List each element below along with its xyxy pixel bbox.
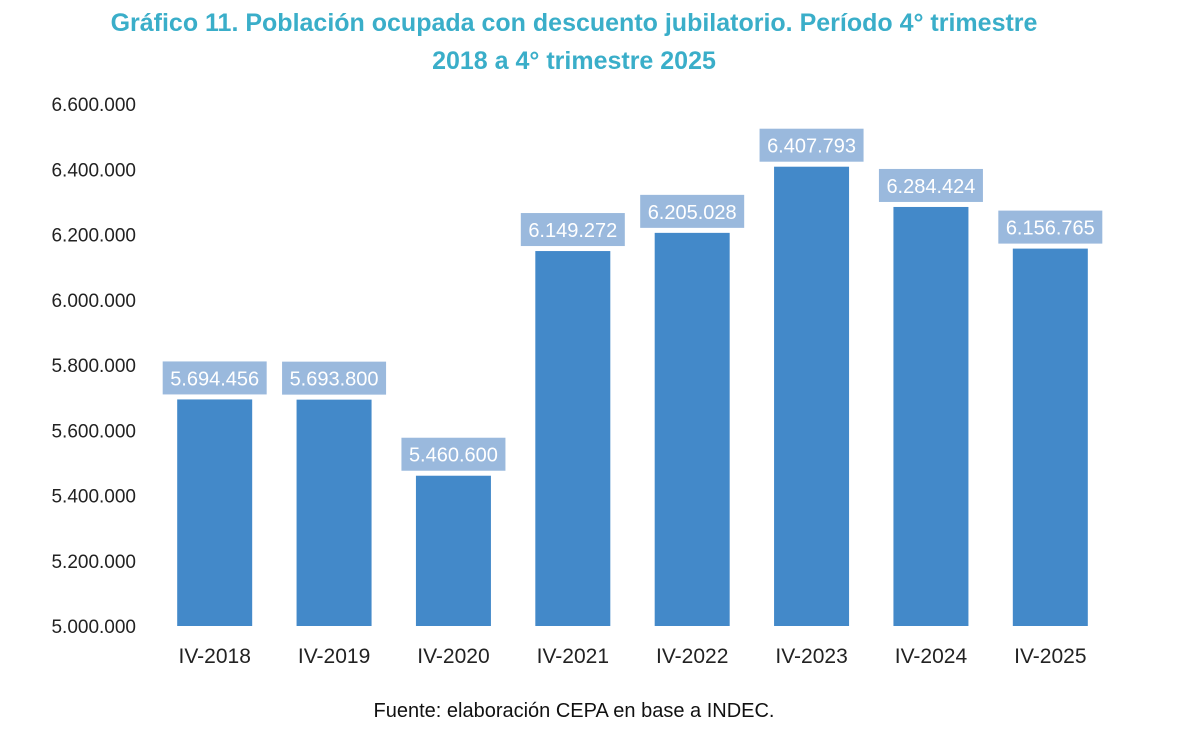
data-label-box xyxy=(401,437,506,471)
data-label-box xyxy=(162,361,267,395)
y-tick-label: 5.800.000 xyxy=(51,356,136,377)
data-label-text: 6.149.272 xyxy=(528,220,617,242)
x-tick-label: IV-2023 xyxy=(775,645,847,668)
data-label-text: 6.156.765 xyxy=(1006,218,1095,240)
x-tick-label: IV-2019 xyxy=(298,645,370,668)
data-label-text: 6.284.424 xyxy=(886,176,975,198)
y-tick-label: 5.200.000 xyxy=(51,552,136,573)
x-tick-label: IV-2022 xyxy=(656,645,728,668)
y-axis: 5.000.000 5.200.000 5.400.000 5.600.000 5.80… xyxy=(51,95,136,638)
bar-iv-2025 xyxy=(1012,248,1088,627)
bar-iv-2020 xyxy=(415,475,491,626)
y-tick-label: 5.000.000 xyxy=(51,617,136,638)
bar-iv-2021 xyxy=(535,251,611,627)
data-label-box xyxy=(998,210,1103,244)
bar-iv-2023 xyxy=(774,166,850,627)
data-label-text: 5.693.800 xyxy=(290,369,379,391)
y-tick-label: 5.600.000 xyxy=(51,421,136,442)
x-tick-label: IV-2024 xyxy=(895,645,968,668)
y-tick-label: 6.400.000 xyxy=(51,160,136,181)
x-tick-label: IV-2025 xyxy=(1014,645,1086,668)
bar-iv-2022 xyxy=(654,232,730,626)
x-tick-label: IV-2018 xyxy=(178,645,250,668)
bar-iv-2018 xyxy=(177,399,253,626)
data-label-iv-2022: 6.205.028 xyxy=(640,194,745,228)
data-label-box xyxy=(640,194,745,228)
bar-iv-2019 xyxy=(296,399,372,626)
chart-title-line-2: 2018 a 4° trimestre 2025 xyxy=(432,47,716,75)
data-label-iv-2019: 5.693.800 xyxy=(282,361,387,395)
y-tick-label: 6.600.000 xyxy=(51,95,136,116)
data-label-iv-2018: 5.694.456 xyxy=(162,361,267,395)
data-label-text: 5.460.600 xyxy=(409,445,498,467)
bar-iv-2024 xyxy=(893,206,969,626)
data-label-box xyxy=(878,168,983,202)
chart-title-line-1: Gráfico 11. Población ocupada con descue… xyxy=(110,9,1038,37)
x-tick-label: IV-2021 xyxy=(537,645,609,668)
data-label-box xyxy=(282,361,387,395)
data-label-iv-2024: 6.284.424 xyxy=(878,168,983,202)
data-label-text: 6.407.793 xyxy=(767,136,856,158)
source-note: Fuente: elaboración CEPA en base a INDEC… xyxy=(373,700,775,722)
data-label-iv-2023: 6.407.793 xyxy=(759,128,864,162)
x-axis: IV-2018 IV-2019 IV-2020 IV-2021 IV-2022 IV-20… xyxy=(178,645,1086,668)
data-label-text: 6.205.028 xyxy=(648,202,737,224)
data-label-iv-2025: 6.156.765 xyxy=(998,210,1103,244)
bar-series xyxy=(177,166,1088,627)
data-labels: 5.694.456 5.693.800 5.460.600 6.149.272 6.20… xyxy=(162,128,1103,471)
y-tick-label: 5.400.000 xyxy=(51,487,136,508)
y-tick-label: 6.000.000 xyxy=(51,291,136,312)
data-label-iv-2021: 6.149.272 xyxy=(520,213,625,247)
y-tick-label: 6.200.000 xyxy=(51,226,136,247)
x-tick-label: IV-2020 xyxy=(417,645,489,668)
data-label-box xyxy=(759,128,864,162)
data-label-box xyxy=(520,213,625,247)
data-label-iv-2020: 5.460.600 xyxy=(401,437,506,471)
chart-title: Gráfico 11. Población ocupada con descue… xyxy=(0,4,1148,80)
data-label-text: 5.694.456 xyxy=(170,368,259,390)
